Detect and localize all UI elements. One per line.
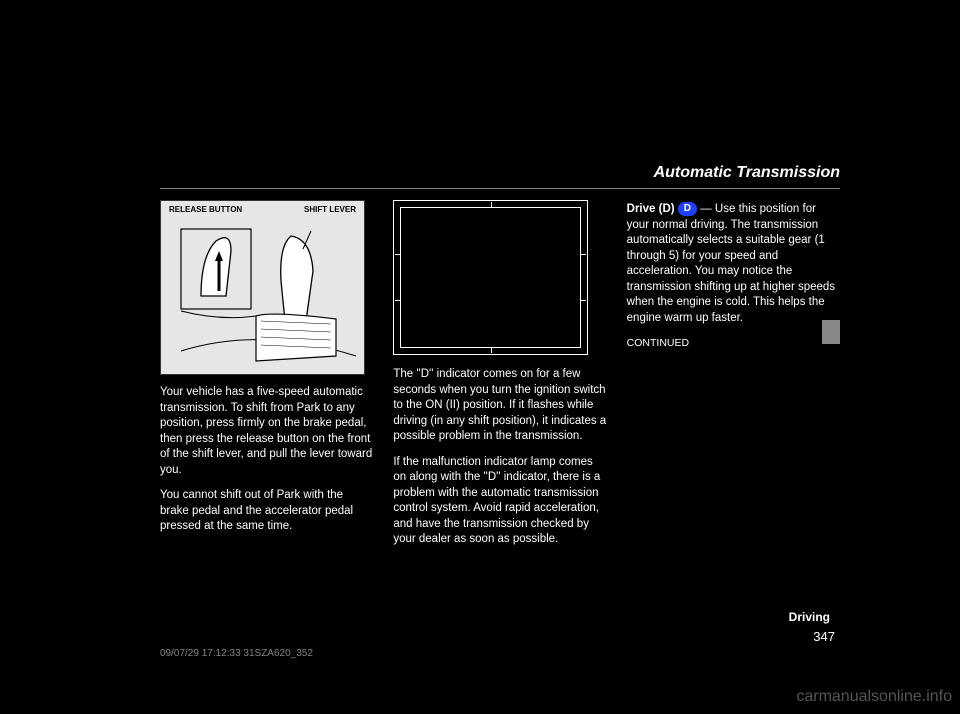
shift-pattern-box [393,200,588,355]
col1-paragraph-1: Your vehicle has a five-speed automatic … [160,385,373,478]
section-side-tab [822,320,840,344]
doc-code: 09/07/29 17:12:33 31SZA620_352 [160,648,313,659]
col2-paragraph-1: The ''D'' indicator comes on for a few s… [393,367,606,445]
figure-label-shift: SHIFT LEVER [304,205,356,216]
column-2: The ''D'' indicator comes on for a few s… [393,200,606,614]
drive-body: — Use this position for your normal driv… [627,203,835,324]
page-number: 347 [813,629,835,644]
manual-page: Automatic Transmission RELEASE BUTTON SH… [0,0,960,714]
col3-paragraph: Drive (D) D — Use this position for your… [627,202,840,326]
col1-paragraph-2: You cannot shift out of Park with the br… [160,488,373,535]
column-1: RELEASE BUTTON SHIFT LEVER Your vehicle [160,200,373,614]
shift-pattern-inner [400,207,581,348]
page-title: Automatic Transmission [654,164,840,182]
section-footer: Driving [789,610,830,624]
col2-paragraph-2: If the malfunction indicator lamp comes … [393,455,606,548]
figure-label-release: RELEASE BUTTON [169,205,242,216]
drive-badge-icon: D [678,202,697,216]
watermark: carmanualsonline.info [796,688,952,706]
drive-heading: Drive (D) [627,203,675,215]
column-3: Drive (D) D — Use this position for your… [627,200,840,614]
continued-label: CONTINUED [627,336,840,350]
figure-labels: RELEASE BUTTON SHIFT LEVER [161,205,364,216]
content-columns: RELEASE BUTTON SHIFT LEVER Your vehicle [160,200,840,614]
title-rule [160,188,840,189]
page-title-row: Automatic Transmission [160,164,840,182]
shift-lever-illustration [161,201,366,376]
shift-lever-figure: RELEASE BUTTON SHIFT LEVER [160,200,365,375]
